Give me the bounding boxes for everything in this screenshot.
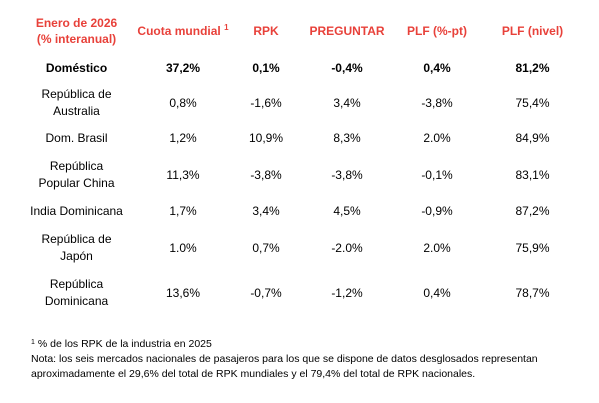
cell-region-line1: República de — [41, 87, 112, 101]
table-row: República Dominicana 13,6% -0,7% -1,2% 0… — [19, 271, 585, 315]
cell-ask: 8,3% — [333, 130, 361, 145]
cell-region-line2: Australia — [53, 104, 100, 118]
cell-ask: -2.0% — [331, 240, 363, 255]
cell-share: 1,2% — [169, 130, 197, 145]
table-row: India Dominicana 1,7% 3,4% 4,5% -0,9% 87… — [19, 197, 585, 225]
cell-rpk: 10,9% — [248, 130, 284, 145]
footnote-text: % de los RPK de la industria en 2025 — [37, 338, 212, 350]
cell-region-line2: Japón — [60, 249, 93, 263]
cell-ask: -3,8% — [331, 167, 363, 182]
header-region-line2: (% interanual) — [36, 31, 117, 46]
cell-ask: -0,4% — [331, 60, 363, 75]
cell-rpk: 0,7% — [252, 240, 280, 255]
cell-region-line1: República de — [41, 232, 112, 246]
header-rpk: RPK — [253, 23, 279, 38]
cell-plf-pt: -3,8% — [421, 95, 453, 110]
cell-ask: -1,2% — [331, 285, 363, 300]
cell-share: 37,2% — [165, 60, 201, 75]
cell-share: 11,3% — [166, 167, 200, 182]
cell-rpk: -0,7% — [250, 285, 282, 300]
cell-plf-pt: -0,9% — [421, 203, 453, 218]
cell-plf-level: 81,2% — [515, 60, 550, 75]
cell-plf-pt: 2.0% — [423, 130, 451, 145]
footnote-marker: 1 — [31, 339, 35, 346]
note-paragraph: Nota: los seis mercados nacionales de pa… — [31, 352, 581, 382]
cell-plf-level: 83,1% — [515, 167, 550, 182]
table-notes: 1% de los RPK de la industria en 2025 No… — [31, 337, 581, 382]
cell-plf-pt: 2.0% — [423, 240, 451, 255]
cell-region: India Dominicana — [30, 203, 123, 218]
traffic-table: Enero de 2026 (% interanual) Cuota mundi… — [19, 8, 585, 315]
cell-rpk: -1,6% — [250, 95, 282, 110]
header-share-footnote-marker: 1 — [224, 22, 229, 32]
cell-region-line2: Dominicana — [44, 294, 109, 308]
note-line1: Nota: los seis mercados nacionales de pa… — [31, 353, 538, 365]
header-ask: PREGUNTAR — [309, 23, 385, 38]
cell-plf-level: 84,9% — [515, 130, 550, 145]
cell-ask: 3,4% — [333, 95, 361, 110]
cell-plf-level: 87,2% — [515, 203, 550, 218]
cell-region: República Popular China — [19, 153, 134, 197]
cell-plf-pt: 0,4% — [423, 60, 451, 75]
table-row: República de Japón 1.0% 0,7% -2.0% 2.0% … — [19, 225, 585, 271]
cell-share: 1.0% — [169, 240, 197, 255]
cell-plf-level: 75,9% — [515, 240, 550, 255]
footnote: 1% de los RPK de la industria en 2025 — [31, 337, 581, 352]
table-row: República Popular China 11,3% -3,8% -3,8… — [19, 153, 585, 197]
cell-region-line1: República — [49, 277, 104, 291]
cell-region: República de Australia — [19, 83, 134, 123]
cell-region: República de Japón — [19, 225, 134, 271]
cell-share: 13,6% — [165, 285, 201, 300]
cell-plf-pt: -0,1% — [421, 167, 453, 182]
header-plf-pt: PLF (%-pt) — [407, 23, 467, 38]
table-header-row: Enero de 2026 (% interanual) Cuota mundi… — [19, 8, 585, 53]
table-row: Dom. Brasil 1,2% 10,9% 8,3% 2.0% 84,9% — [19, 123, 585, 153]
table-row: República de Australia 0,8% -1,6% 3,4% -… — [19, 83, 585, 123]
cell-plf-level: 75,4% — [515, 95, 550, 110]
header-plf-level: PLF (nivel) — [501, 23, 564, 38]
cell-region: Doméstico — [45, 60, 108, 75]
header-region-line1: Enero de 2026 — [35, 15, 118, 30]
header-region: Enero de 2026 (% interanual) — [19, 8, 134, 53]
cell-rpk: -3,8% — [250, 167, 282, 182]
cell-rpk: 0,1% — [252, 60, 280, 75]
cell-region-line1: República — [49, 159, 104, 173]
cell-plf-pt: 0,4% — [423, 285, 451, 300]
table-row: Doméstico 37,2% 0,1% -0,4% 0,4% 81,2% — [19, 53, 585, 83]
cell-share: 1,7% — [169, 203, 197, 218]
cell-region-line2: Popular China — [38, 176, 115, 190]
note-line2: aproximadamente el 29,6% del total de RP… — [31, 368, 476, 380]
header-share: Cuota mundial 1 — [134, 8, 232, 53]
cell-region: República Dominicana — [19, 271, 134, 315]
cell-ask: 4,5% — [333, 203, 361, 218]
header-share-label: Cuota mundial — [137, 23, 221, 38]
cell-plf-level: 78,7% — [515, 285, 550, 300]
cell-share: 0,8% — [169, 95, 197, 110]
cell-rpk: 3,4% — [252, 203, 280, 218]
cell-region: Dom. Brasil — [45, 130, 108, 145]
